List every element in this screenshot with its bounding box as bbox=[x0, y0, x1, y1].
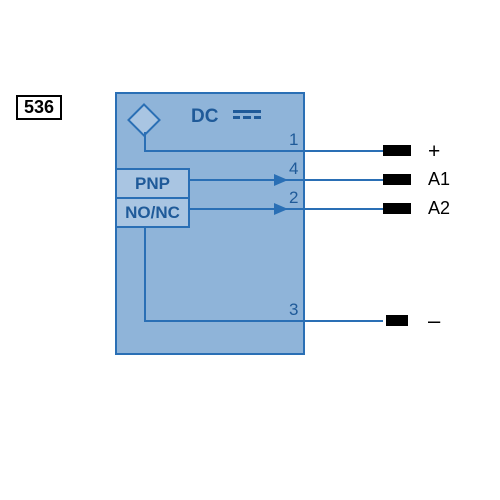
pin-number-1: 1 bbox=[289, 130, 298, 150]
terminal-3 bbox=[386, 315, 408, 326]
pin-label-a2: A2 bbox=[428, 198, 450, 219]
dc-symbol-icon bbox=[233, 110, 261, 119]
output-type-box: PNP NO/NC bbox=[115, 168, 190, 228]
sensor-symbol-icon bbox=[132, 108, 156, 132]
terminal-2 bbox=[383, 203, 411, 214]
pin-label-minus: – bbox=[428, 308, 440, 334]
wiring-diagram: 536 DC PNP NO/NC 1 + 4 A1 2 A2 3 – bbox=[0, 0, 500, 500]
wire-3 bbox=[144, 320, 383, 322]
arrow-icon bbox=[274, 174, 288, 186]
pin-number-3: 3 bbox=[289, 300, 298, 320]
arrow-icon bbox=[274, 203, 288, 215]
terminal-1 bbox=[383, 145, 411, 156]
pin-number-4: 4 bbox=[289, 159, 298, 179]
pin-label-a1: A1 bbox=[428, 169, 450, 190]
transistor-type: PNP bbox=[115, 168, 190, 198]
terminal-4 bbox=[383, 174, 411, 185]
wire-vertical bbox=[144, 132, 146, 150]
wire-1 bbox=[144, 150, 383, 152]
wire-vertical bbox=[144, 228, 146, 320]
pin-number-2: 2 bbox=[289, 188, 298, 208]
supply-type-label: DC bbox=[191, 106, 218, 128]
contact-type: NO/NC bbox=[115, 198, 190, 228]
reference-number: 536 bbox=[16, 95, 62, 120]
pin-label-plus: + bbox=[428, 140, 440, 164]
